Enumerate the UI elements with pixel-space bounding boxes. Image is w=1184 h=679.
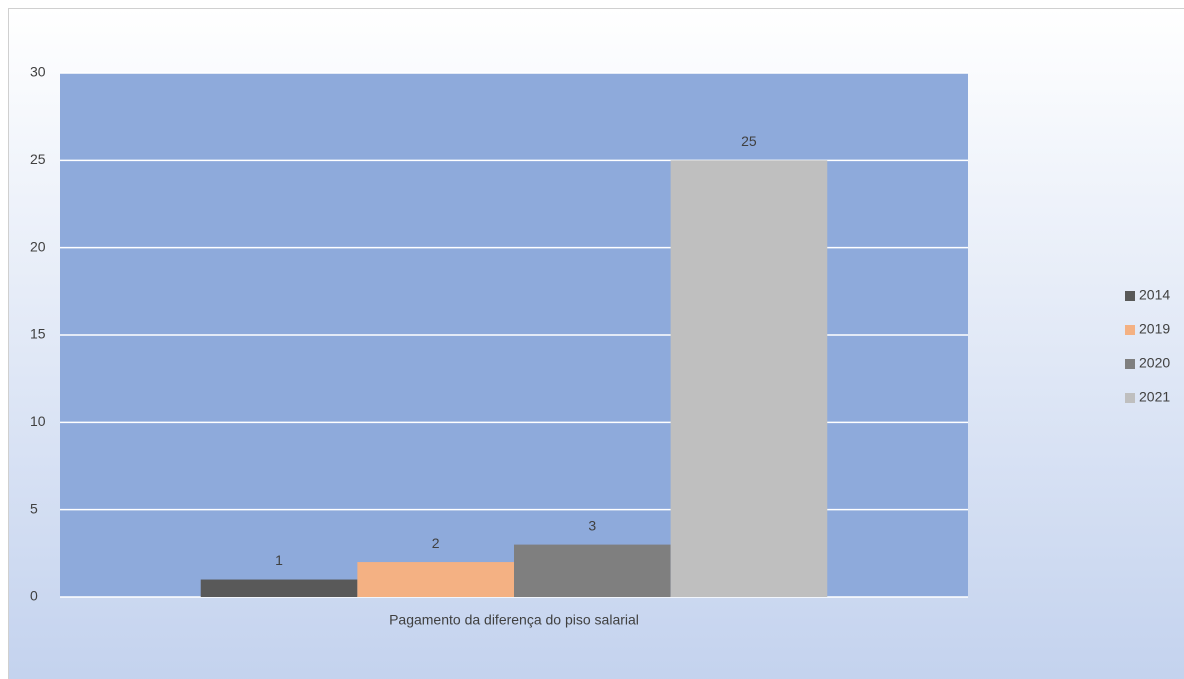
legend-swatch	[1125, 393, 1135, 403]
y-tick-label: 15	[30, 326, 46, 342]
legend-label: 2014	[1139, 287, 1170, 303]
bar	[514, 544, 671, 597]
legend-swatch	[1125, 359, 1135, 369]
legend-swatch	[1125, 291, 1135, 301]
y-tick-label: 30	[30, 64, 46, 80]
legend-label: 2020	[1139, 355, 1170, 371]
y-tick-label: 25	[30, 151, 46, 167]
legend-label: 2019	[1139, 321, 1170, 337]
y-tick-label: 20	[30, 238, 46, 254]
data-label: 1	[275, 552, 283, 568]
legend-swatch	[1125, 325, 1135, 335]
bar	[357, 562, 514, 597]
y-tick-label: 10	[30, 413, 46, 429]
x-tick-label: Pagamento da diferença do piso salarial	[389, 612, 639, 628]
bar	[670, 160, 828, 598]
data-label: 2	[432, 535, 440, 551]
bar	[200, 579, 358, 597]
y-tick-label: 5	[30, 500, 38, 516]
y-tick-label: 0	[30, 588, 38, 604]
data-label: 25	[741, 133, 757, 149]
legend-label: 2021	[1139, 389, 1170, 405]
data-label: 3	[588, 517, 596, 533]
